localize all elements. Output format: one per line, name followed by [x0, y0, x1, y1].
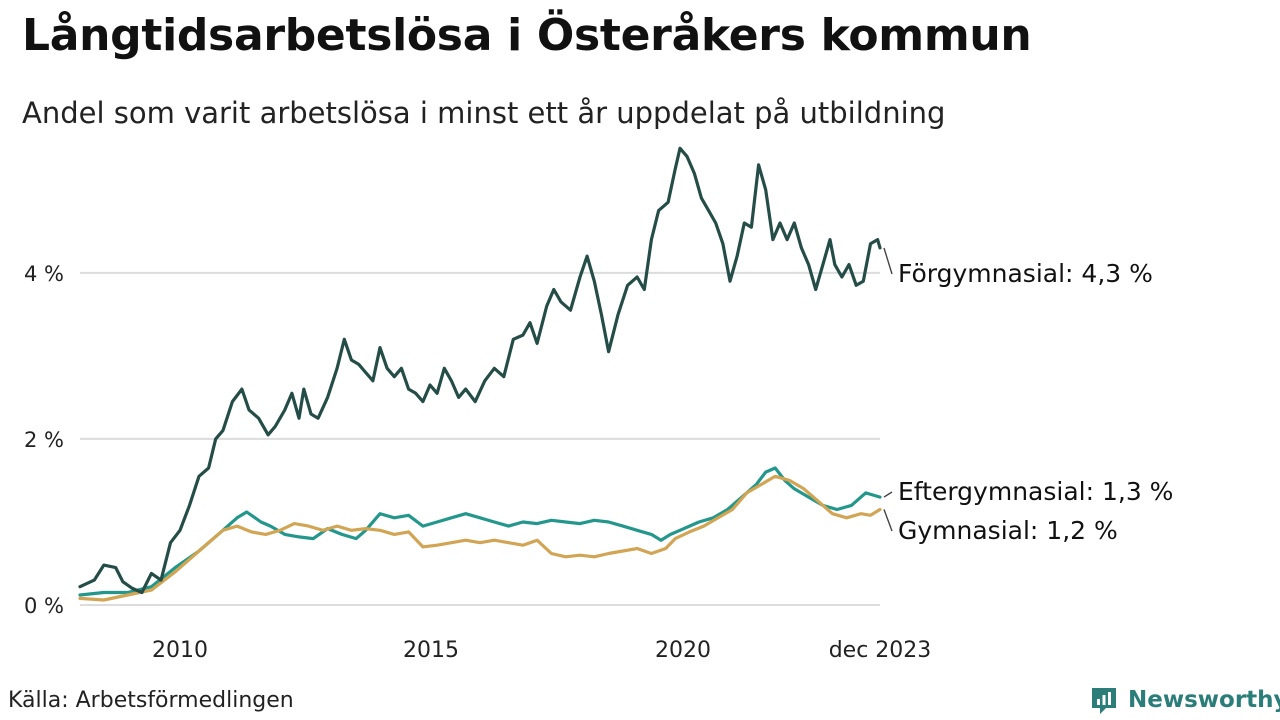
x-tick-label: dec 2023: [829, 638, 932, 663]
series-label-eftergymnasial: Eftergymnasial: 1,3 %: [898, 477, 1173, 506]
chart-title: Långtidsarbetslösa i Österåkers kommun: [22, 10, 1032, 61]
x-tick-label: 2020: [655, 638, 711, 663]
chart-subtitle: Andel som varit arbetslösa i minst ett å…: [22, 96, 946, 130]
y-axis-ticks: 0 % 2 % 4 %: [24, 262, 64, 618]
newsworthy-bar-chart-icon: [1092, 688, 1116, 714]
brand-name: Newsworthy: [1128, 687, 1280, 713]
series-line-förgymnasial: [78, 146, 882, 595]
x-tick-label: 2010: [152, 638, 208, 663]
label-leader-gymnasial: [883, 509, 893, 532]
y-tick-label: 0 %: [24, 594, 64, 618]
brand-logo[interactable]: Newsworthy: [1088, 684, 1280, 716]
series-line-gymnasial: [78, 474, 882, 602]
x-tick-label: 2015: [403, 638, 459, 663]
series-end-labels: Eftergymnasial: 1,3 % Gymnasial: 1,2 % För…: [883, 247, 1173, 545]
x-axis-ticks: 2010 2015 2020 dec 2023: [152, 638, 931, 663]
y-tick-label: 4 %: [24, 262, 64, 286]
series-label-gymnasial: Gymnasial: 1,2 %: [898, 516, 1118, 545]
label-leader-eftergymnasial: [883, 491, 893, 498]
y-tick-label: 2 %: [24, 428, 64, 452]
source-note: Källa: Arbetsförmedlingen: [8, 688, 294, 713]
series-label-förgymnasial: Förgymnasial: 4,3 %: [898, 259, 1153, 288]
gridlines: [80, 271, 880, 606]
series-line-eftergymnasial: [78, 466, 882, 597]
series-lines: [78, 146, 882, 602]
label-leader-förgymnasial: [883, 247, 893, 275]
